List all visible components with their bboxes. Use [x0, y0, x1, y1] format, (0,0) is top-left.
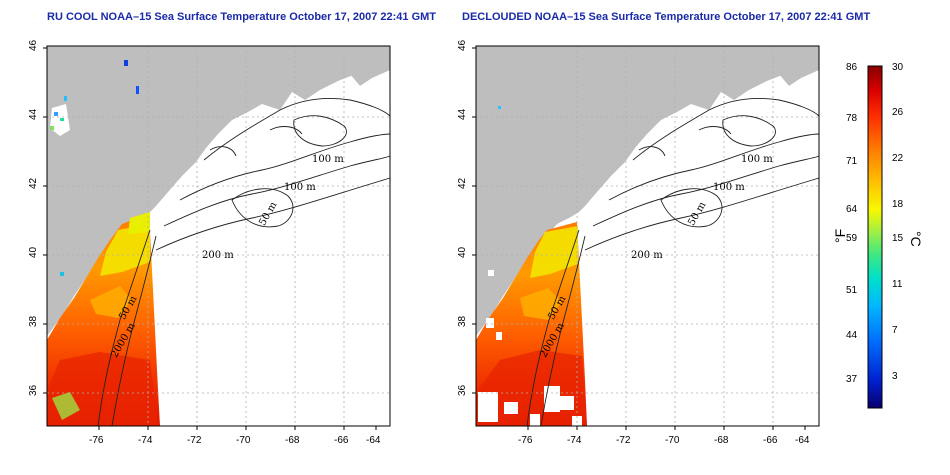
celsius-tick-label: 11 — [892, 279, 903, 290]
fahrenheit-tick-label: 59 — [846, 233, 858, 244]
lon-tick-label: -66 — [334, 435, 349, 446]
right-map-sst-field — [476, 106, 587, 426]
lat-tick-label: 44 — [457, 108, 468, 120]
left-map: 100 m 100 m 50 m 200 m 50 m 2000 m 46 44… — [28, 39, 391, 446]
fahrenheit-tick-label: 37 — [846, 374, 858, 385]
colorbar: 86 78 71 64 59 51 44 37 30 26 22 18 15 1… — [832, 62, 924, 409]
lat-tick-label: 40 — [28, 246, 39, 258]
lat-tick-label: 38 — [28, 315, 39, 327]
celsius-tick-label: 30 — [892, 62, 904, 73]
right-map-title: DECLOUDED NOAA–15 Sea Surface Temperatur… — [462, 11, 871, 23]
celsius-tick-label: 18 — [892, 199, 904, 210]
contour-label: 200 m — [631, 250, 663, 261]
lat-tick-label: 36 — [28, 384, 39, 396]
left-map-lon-labels: -76 -74 -72 -70 -68 -66 -64 — [89, 435, 381, 446]
colorbar-fahrenheit-ticks: 86 78 71 64 59 51 44 37 — [846, 62, 858, 385]
celsius-tick-label: 3 — [892, 371, 898, 382]
lon-tick-label: -74 — [138, 435, 153, 446]
contour-label: 100 m — [741, 154, 773, 165]
right-map-contours — [526, 98, 820, 427]
lon-tick-label: -68 — [714, 435, 729, 446]
right-map-frame — [475, 45, 820, 427]
left-map-contours — [97, 98, 391, 427]
fahrenheit-tick-label: 51 — [846, 285, 858, 296]
left-map-title: RU COOL NOAA–15 Sea Surface Temperature … — [47, 11, 437, 23]
contour-label: 100 m — [713, 182, 745, 193]
celsius-unit-label: °C — [908, 231, 924, 247]
lat-tick-label: 40 — [457, 246, 468, 258]
right-map-lat-labels: 46 44 42 40 38 36 — [457, 39, 468, 396]
fahrenheit-tick-label: 86 — [846, 62, 858, 73]
right-map-lon-labels: -76 -74 -72 -70 -68 -66 -64 — [518, 435, 810, 446]
lon-tick-label: -70 — [665, 435, 680, 446]
lat-tick-label: 42 — [457, 177, 468, 189]
contour-label: 100 m — [284, 182, 316, 193]
lon-tick-label: -66 — [763, 435, 778, 446]
lon-tick-label: -74 — [567, 435, 582, 446]
celsius-tick-label: 22 — [892, 153, 904, 164]
left-map-ticks — [43, 47, 377, 430]
lat-tick-label: 44 — [28, 108, 39, 120]
lon-tick-label: -76 — [518, 435, 533, 446]
lat-tick-label: 46 — [28, 39, 39, 51]
lon-tick-label: -68 — [285, 435, 300, 446]
lat-tick-label: 36 — [457, 384, 468, 396]
lon-tick-label: -64 — [366, 435, 381, 446]
right-map: 100 m 100 m 50 m 200 m 50 m 2000 m 46 44… — [457, 39, 820, 446]
colorbar-gradient — [867, 65, 883, 409]
lon-tick-label: -72 — [187, 435, 202, 446]
lon-tick-label: -70 — [236, 435, 251, 446]
right-map-ticks — [472, 47, 806, 430]
celsius-tick-label: 26 — [892, 107, 904, 118]
fahrenheit-tick-label: 78 — [846, 113, 858, 124]
left-map-sst-field — [47, 60, 160, 426]
fahrenheit-unit-label: °F — [832, 229, 848, 243]
left-map-lat-labels: 46 44 42 40 38 36 — [28, 39, 39, 396]
fahrenheit-tick-label: 64 — [846, 204, 858, 215]
celsius-tick-label: 15 — [892, 233, 904, 244]
lat-tick-label: 38 — [457, 315, 468, 327]
lat-tick-label: 42 — [28, 177, 39, 189]
lon-tick-label: -64 — [795, 435, 810, 446]
contour-label: 200 m — [202, 250, 234, 261]
lon-tick-label: -72 — [616, 435, 631, 446]
left-map-frame — [46, 45, 391, 427]
fahrenheit-tick-label: 71 — [846, 156, 858, 167]
contour-label: 100 m — [312, 154, 344, 165]
fahrenheit-tick-label: 44 — [846, 330, 858, 341]
lat-tick-label: 46 — [457, 39, 468, 51]
colorbar-celsius-ticks: 30 26 22 18 15 11 7 3 — [892, 62, 904, 382]
lon-tick-label: -76 — [89, 435, 104, 446]
celsius-tick-label: 7 — [892, 325, 898, 336]
